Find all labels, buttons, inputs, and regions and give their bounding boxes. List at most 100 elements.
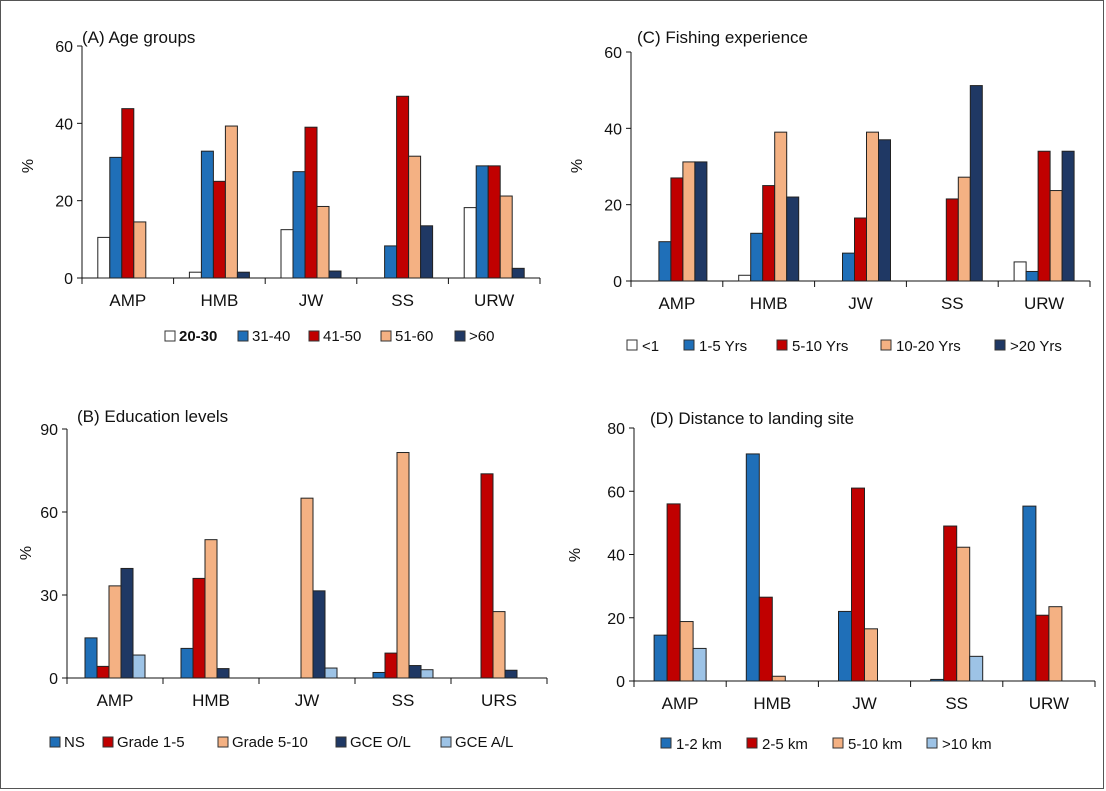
bar bbox=[956, 546, 971, 682]
legend-label: 5-10 Yrs bbox=[792, 338, 848, 355]
bar bbox=[204, 539, 218, 679]
bar bbox=[236, 271, 250, 279]
legend-swatch bbox=[102, 736, 114, 748]
panel-fishing-experience: (C) Fishing experience % 0 20 40 60 AMP HMB JW… bbox=[569, 28, 1091, 355]
legend-swatch bbox=[926, 737, 938, 749]
bar bbox=[750, 232, 764, 282]
bar bbox=[292, 171, 306, 279]
legend-item: GCE A/L bbox=[440, 734, 513, 751]
bar bbox=[1035, 614, 1050, 682]
y-tick-label: 0 bbox=[49, 671, 58, 688]
bar bbox=[216, 668, 230, 679]
bar bbox=[1022, 505, 1037, 682]
legend-swatch bbox=[164, 330, 176, 342]
y-tick-label: 60 bbox=[607, 484, 625, 501]
bar bbox=[682, 161, 696, 282]
x-tick-label: JW bbox=[852, 694, 877, 713]
y-tick-label: 0 bbox=[613, 274, 622, 291]
x-tick-label: URS bbox=[481, 691, 517, 710]
legend-label: >20 Yrs bbox=[1010, 338, 1062, 355]
bar bbox=[396, 95, 410, 279]
bar bbox=[838, 610, 852, 682]
bar bbox=[384, 652, 398, 679]
legend-swatch bbox=[626, 339, 638, 351]
bar bbox=[1013, 261, 1027, 282]
chart-title: (C) Fishing experience bbox=[637, 28, 808, 47]
y-tick-label: 90 bbox=[40, 422, 58, 439]
bar bbox=[851, 487, 865, 682]
bar bbox=[212, 180, 226, 279]
bar bbox=[504, 669, 518, 679]
bar bbox=[328, 270, 342, 279]
bar bbox=[878, 139, 891, 282]
legend-label: 5-10 km bbox=[848, 736, 902, 753]
y-tick-label: 60 bbox=[40, 505, 58, 522]
plot-area: 0 30 60 90 AMP HMB JW SS URS bbox=[40, 422, 548, 710]
y-axis-label: % bbox=[20, 159, 37, 173]
bar bbox=[930, 678, 945, 682]
x-tick-label: HMB bbox=[753, 694, 791, 713]
bar bbox=[1025, 270, 1039, 282]
x-tick-label: HMB bbox=[750, 294, 788, 313]
bar bbox=[692, 647, 707, 682]
bar bbox=[658, 241, 672, 282]
bar bbox=[1037, 150, 1051, 282]
bar bbox=[200, 150, 214, 279]
legend-item: 20-30 bbox=[164, 328, 217, 345]
bar bbox=[132, 654, 146, 679]
x-tick-label: AMP bbox=[97, 691, 134, 710]
legend-label: Grade 5-10 bbox=[232, 734, 308, 751]
legend-item: >20 Yrs bbox=[994, 338, 1062, 355]
bar bbox=[1049, 190, 1063, 282]
bar bbox=[1048, 606, 1063, 682]
bar bbox=[304, 126, 318, 279]
bar bbox=[511, 267, 525, 279]
legend-item: 1-2 km bbox=[660, 736, 722, 753]
legend-swatch bbox=[683, 339, 695, 351]
y-tick-label: 40 bbox=[55, 116, 73, 133]
bar bbox=[180, 647, 194, 679]
bar bbox=[480, 473, 494, 679]
legend-swatch bbox=[217, 736, 229, 748]
x-tick-label: AMP bbox=[662, 694, 699, 713]
bar bbox=[866, 131, 879, 282]
legend-swatch bbox=[454, 330, 466, 342]
x-tick-label: JW bbox=[295, 691, 320, 710]
bar bbox=[969, 85, 983, 282]
y-tick-label: 20 bbox=[604, 198, 622, 215]
bar bbox=[679, 621, 694, 682]
bar bbox=[487, 165, 501, 279]
x-tick-label: URW bbox=[1024, 294, 1064, 313]
bar bbox=[97, 236, 111, 279]
legend-label: GCE A/L bbox=[455, 734, 513, 751]
plot-area: 0 20 40 60 80 AMP HMB JW SS URW bbox=[607, 421, 1096, 713]
bar bbox=[666, 503, 681, 682]
plot-area: 0 20 40 60 AMP HMB JW SS URW bbox=[604, 45, 1091, 313]
legend: <1 1-5 Yrs 5-10 Yrs 10-20 Yrs >20 Yrs bbox=[626, 338, 1062, 355]
legend-label: NS bbox=[64, 734, 85, 751]
bar bbox=[121, 108, 135, 279]
bar bbox=[408, 155, 422, 279]
y-tick-label: 0 bbox=[616, 674, 625, 691]
bar bbox=[854, 217, 867, 282]
bar bbox=[864, 628, 878, 682]
bar bbox=[280, 229, 294, 279]
x-tick-label: AMP bbox=[109, 291, 146, 310]
bar bbox=[463, 207, 477, 279]
bar bbox=[1061, 150, 1075, 282]
bar bbox=[192, 577, 206, 679]
bar bbox=[300, 497, 314, 679]
legend-swatch bbox=[380, 330, 392, 342]
bar bbox=[188, 271, 202, 279]
bar bbox=[96, 665, 110, 679]
legend-item: 31-40 bbox=[237, 328, 290, 345]
plot-area: 0 20 40 60 AMP HMB JW SS URW bbox=[55, 39, 541, 310]
y-tick-label: 60 bbox=[604, 45, 622, 62]
legend-label: 31-40 bbox=[252, 328, 290, 345]
y-tick-label: 20 bbox=[607, 611, 625, 628]
y-tick-label: 0 bbox=[64, 271, 73, 288]
legend-label: 10-20 Yrs bbox=[896, 338, 961, 355]
legend-swatch bbox=[994, 339, 1006, 351]
